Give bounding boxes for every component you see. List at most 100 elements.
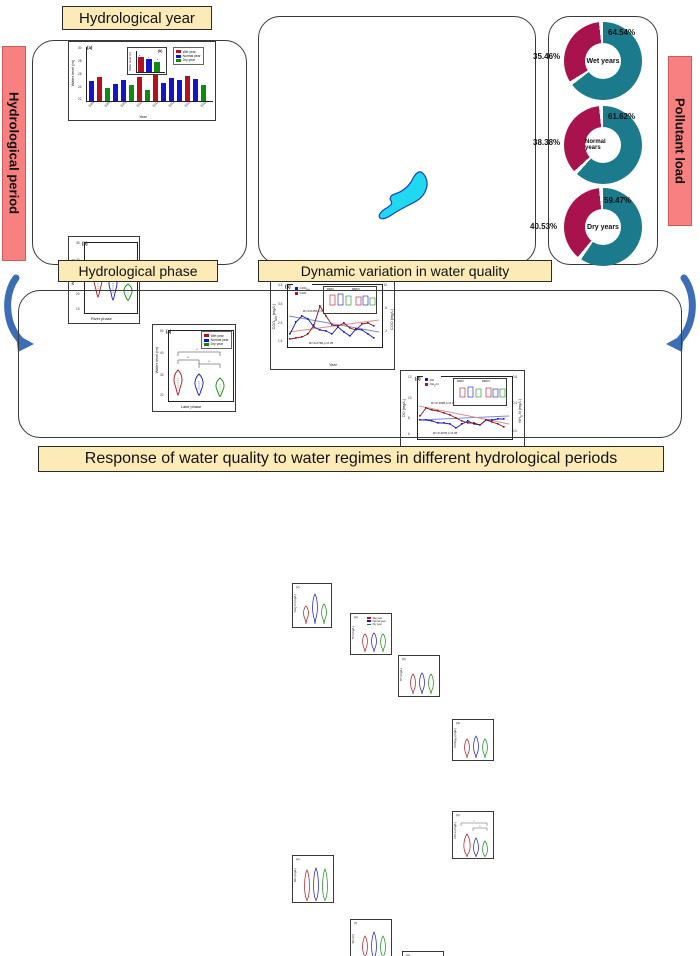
do-series-lines: R²=0.4096,p<0.05 R²=0.4076,p<0.05 (418, 401, 510, 435)
axis-label-year-cod: Year (329, 362, 337, 367)
donut-normal-label-text: Normal years (585, 139, 606, 151)
pct-dry-crimson: 40.53% (530, 222, 558, 231)
banner-hydrological-year-label: Hydrological year (79, 9, 195, 27)
banner-pollutant-load: Pollutant load (668, 56, 692, 226)
pct-wet-teal: 64.54% (608, 28, 636, 37)
fig-violin-tp: (b) TP (mg/L) (398, 655, 440, 697)
donut-wet-years: Wet years (564, 22, 642, 100)
swatch-wet (176, 50, 181, 54)
inset-axis-label: Water level (m) (128, 52, 132, 71)
bar-2006 (105, 87, 110, 101)
svg-text:*: * (196, 347, 198, 352)
donut-wet-label-text: Wet years (586, 57, 620, 65)
bar-2008 (121, 80, 126, 101)
swatch-cod (295, 291, 298, 295)
legend-dry-label-2: Dry year (210, 342, 224, 347)
svg-text:R²=0.2766,p<0.05: R²=0.2766,p<0.05 (309, 341, 334, 345)
swatch-dry-2 (204, 343, 209, 347)
legend-wet-label-2: Wet year (210, 333, 224, 338)
swatch-dry (176, 59, 181, 63)
pct-dry-teal: 59.47% (604, 196, 632, 205)
banner-hydrological-period-label: Hydrological period (6, 92, 22, 215)
legend-year-type: Wet year Normal year Dry year (173, 47, 204, 66)
bar-2011 (145, 90, 150, 101)
bar-2013 (161, 83, 166, 101)
legend-normal-label-2: Normal year (210, 337, 229, 342)
legend-do-series: DO NH3-N (423, 376, 441, 390)
swatch-normal (176, 54, 181, 58)
banner-bottom-summary: Response of water quality to water regim… (38, 446, 664, 472)
bar-2007 (113, 84, 118, 101)
inset-bar-normal (146, 59, 152, 72)
bar-2016 (185, 76, 190, 101)
bar-2018 (201, 84, 206, 101)
arrow-right-curved (666, 274, 696, 352)
donut-dry-label-text: Dry years (587, 223, 619, 231)
swatch-nh3n (425, 383, 428, 387)
bar-2010 (137, 77, 142, 101)
bar-2004 (89, 81, 94, 101)
fig-inset-mean-water-level: (b) Water level (m) * * * (127, 47, 167, 75)
fig-inset-do-boxes: RWCI RWCII (453, 378, 507, 406)
swatch-wet-2 (204, 334, 209, 338)
swatch-do (425, 378, 428, 382)
axis-label-river-phase: River phase (91, 316, 112, 321)
fig-violin-chla: (h) Chl-a (mg/L) * * (452, 811, 494, 859)
fig-water-level-by-year: (a) Water level (m) Year 30 28 26 24 22 … (68, 41, 216, 121)
donut-normal-years: Normal years (564, 106, 642, 184)
fig-violin-tn: (a) TN (mg/L) Wet year Normal year Dry y… (350, 613, 392, 655)
lake-map-shape (378, 171, 428, 220)
donut-wet-label: Wet years (585, 43, 621, 79)
legend-dry-label: Dry year (182, 58, 196, 63)
legend-lake-phase: Wet year Normal year Dry year (201, 331, 232, 350)
svg-text:*: * (208, 359, 210, 364)
banner-hydrological-year: Hydrological year (62, 6, 212, 30)
fig-violin-nh3n: (c) NH3-N (mg/L) (292, 583, 332, 628)
inset-bar-dry (154, 62, 160, 72)
inset-bar-wet (138, 57, 144, 72)
donut-normal-label: Normal years (585, 127, 621, 163)
fig-violin-ph: (g) pH (402, 951, 444, 956)
axis-label-lake-phase: Lake phase (181, 404, 202, 409)
banner-pollutant-load-label: Pollutant load (672, 98, 688, 184)
panel-tag-a: (a) (87, 45, 93, 50)
fig-cod-trend: (b) CODMn (mg/L) COD (mg/L) Year 4.5 3.5… (270, 278, 395, 370)
axis-label-year: Year (139, 114, 147, 119)
banner-dynamic-variation-label: Dynamic variation in water quality (300, 263, 510, 279)
fig-violin-do: (e) DO (mg/L) (292, 855, 334, 903)
pct-normal-teal: 61.62% (608, 112, 636, 121)
bar-2005 (97, 76, 102, 101)
svg-text:R²=0.4096,p<0.05: R²=0.4096,p<0.05 (431, 401, 456, 405)
bar-2014 (169, 77, 174, 101)
fig-violin-sd: (f) SD (m) (350, 919, 392, 956)
bottom-results-panel (18, 290, 682, 438)
bar-series (89, 47, 209, 101)
banner-bottom-label: Response of water quality to water regim… (84, 450, 618, 467)
banner-hydrological-phase: Hydrological phase (58, 260, 218, 282)
bar-2009 (129, 84, 134, 101)
banner-hydrological-period: Hydrological period (2, 46, 26, 261)
swatch-normal-2 (204, 338, 209, 342)
axis-label-water-level: Water level (m) (70, 60, 75, 87)
donut-dry-label: Dry years (585, 209, 621, 245)
legend-normal-label: Normal year (182, 53, 201, 58)
svg-text:R²=0.6459,p<0.05: R²=0.6459,p<0.05 (303, 309, 328, 313)
legend-wet-label: Wet year (182, 49, 196, 54)
bar-2015 (177, 79, 182, 101)
cod-series-lines: R²=0.6459,p<0.05 R²=0.2766,p<0.05 (288, 304, 380, 345)
banner-hydrological-phase-label: Hydrological phase (78, 263, 198, 279)
bar-2012 (153, 75, 158, 101)
svg-text:*: * (187, 355, 189, 360)
arrow-left-curved (4, 274, 34, 352)
panel-tag-b-inset: (b) (158, 49, 163, 53)
fig-violin-codmn: (d) CODMn (mg/L) (452, 719, 494, 761)
fig-water-level-lake-phase: (a) Water level (m) Lake phase 50 40 30 … (152, 324, 236, 412)
swatch-codmn (295, 286, 298, 290)
violin-shapes-lake: * * * (173, 347, 225, 398)
bar-2017 (193, 79, 198, 101)
svg-text:R²=0.4076,p<0.05: R²=0.4076,p<0.05 (433, 431, 458, 435)
pct-wet-crimson: 35.46% (533, 52, 561, 61)
banner-dynamic-variation: Dynamic variation in water quality (258, 260, 552, 282)
pct-normal-crimson: 38.38% (533, 138, 561, 147)
donut-dry-years: Dry years (564, 188, 642, 266)
